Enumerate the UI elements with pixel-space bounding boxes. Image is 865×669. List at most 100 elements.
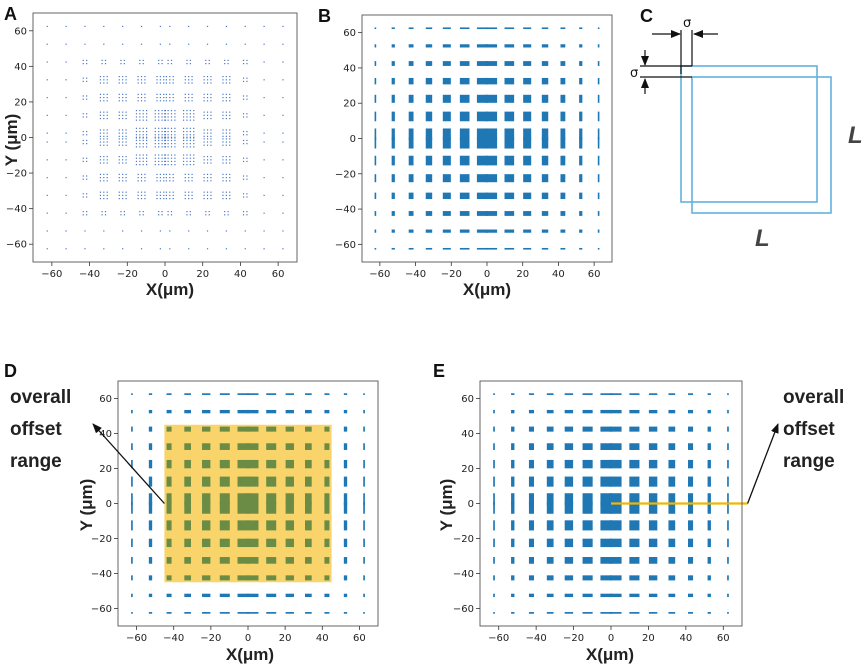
data-point <box>159 180 161 182</box>
data-point <box>203 173 205 176</box>
data-block <box>374 77 377 85</box>
data-block <box>184 520 191 531</box>
data-block <box>131 502 133 514</box>
data-point <box>172 100 174 102</box>
data-block <box>485 77 498 85</box>
data-block <box>707 443 711 450</box>
data-point <box>206 129 209 131</box>
data-block <box>166 557 172 564</box>
data-point <box>203 144 205 146</box>
data-point <box>170 164 173 166</box>
data-block <box>564 557 574 564</box>
y-tick-label: 20 <box>461 464 474 475</box>
data-block <box>560 111 566 122</box>
data-block <box>374 94 377 103</box>
data-point <box>163 180 165 182</box>
data-block <box>582 593 593 598</box>
data-point <box>125 132 127 134</box>
data-point <box>229 82 231 84</box>
data-block <box>442 111 451 122</box>
x-tick-label: 40 <box>679 633 692 644</box>
data-block <box>343 393 348 395</box>
data-block <box>166 520 172 531</box>
data-point <box>182 127 185 129</box>
data-point <box>159 82 161 84</box>
data-point <box>167 63 169 65</box>
data-block <box>511 459 515 469</box>
data-block <box>504 61 515 66</box>
data-point <box>156 173 158 176</box>
x-tick-label: 0 <box>484 269 490 280</box>
data-block <box>511 612 515 614</box>
data-block <box>597 61 600 66</box>
data-block <box>511 409 515 414</box>
data-point <box>193 143 195 145</box>
data-block <box>148 476 153 487</box>
data-point <box>246 157 248 159</box>
data-block <box>528 501 534 514</box>
data-point <box>139 127 141 129</box>
data-block <box>324 459 330 469</box>
data-point <box>122 132 124 134</box>
data-block <box>523 61 532 66</box>
data-block <box>184 409 191 414</box>
data-point <box>242 160 245 163</box>
data-point <box>242 116 245 118</box>
data-block <box>579 247 583 250</box>
data-point <box>172 180 174 182</box>
data-block <box>131 612 133 614</box>
data-point <box>229 162 231 164</box>
data-block <box>476 94 489 103</box>
data-block <box>246 426 259 432</box>
data-point <box>158 63 160 65</box>
data-block <box>184 443 191 450</box>
data-block <box>363 557 365 564</box>
data-block <box>707 557 711 564</box>
data-point <box>170 119 173 121</box>
data-point <box>142 59 144 62</box>
data-point <box>65 230 67 232</box>
data-block <box>476 229 489 233</box>
data-point <box>165 79 168 81</box>
data-point <box>46 114 48 116</box>
data-block <box>166 409 172 414</box>
data-point <box>86 130 88 133</box>
data-point <box>137 79 139 81</box>
data-block <box>184 593 191 598</box>
data-point <box>186 214 188 216</box>
data-point <box>167 137 169 139</box>
data-point <box>169 194 171 197</box>
data-block <box>425 155 433 166</box>
data-point <box>122 43 124 45</box>
data-block <box>493 520 495 531</box>
data-point <box>65 194 67 197</box>
data-point <box>140 180 143 182</box>
data-block <box>648 612 658 614</box>
data-point <box>146 160 148 163</box>
data-point <box>170 59 173 62</box>
data-point <box>189 119 191 121</box>
data-point <box>242 95 245 97</box>
data-point <box>103 43 105 45</box>
data-point <box>189 139 191 142</box>
data-point <box>137 194 139 197</box>
data-block <box>668 575 676 581</box>
data-point <box>99 79 102 81</box>
data-point <box>137 180 139 182</box>
data-point <box>224 59 226 62</box>
data-block <box>564 575 574 581</box>
data-block <box>600 520 613 531</box>
data-point <box>206 93 209 95</box>
data-block <box>648 538 658 548</box>
annotation-e-line-1: overall <box>783 387 844 408</box>
data-block <box>202 426 211 432</box>
data-block <box>546 593 554 598</box>
data-block <box>597 174 600 183</box>
data-point <box>263 177 265 179</box>
data-block <box>408 211 414 216</box>
data-point <box>164 143 166 145</box>
data-point <box>210 135 212 137</box>
data-point <box>142 154 144 156</box>
data-point <box>135 143 138 145</box>
data-point <box>174 134 176 136</box>
